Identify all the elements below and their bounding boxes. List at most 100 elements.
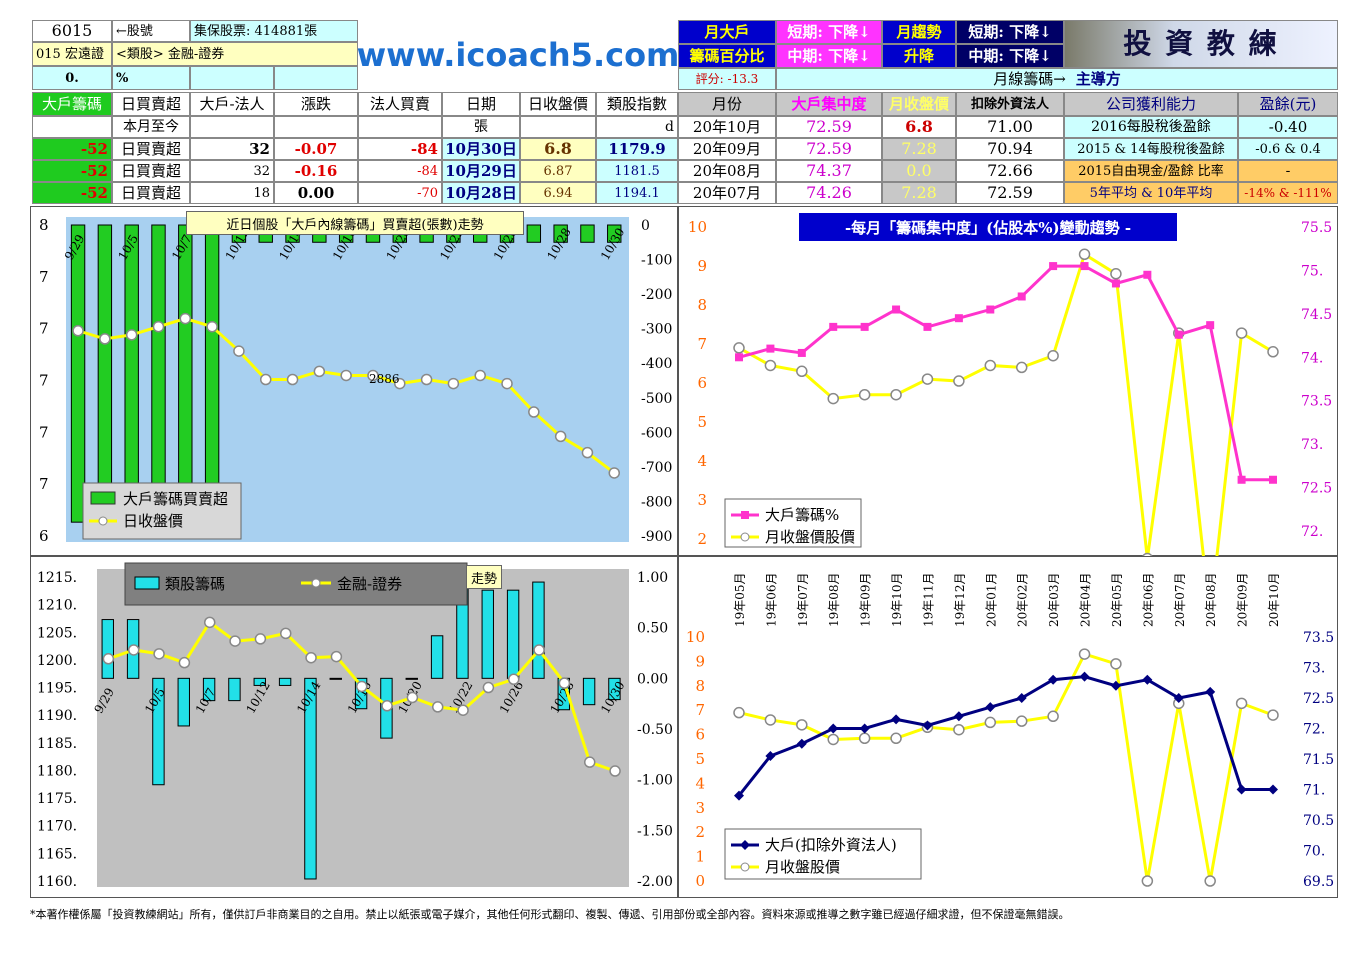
table-row-concentration: 74.26 <box>776 182 882 204</box>
y-tick-label: 8 <box>697 296 707 314</box>
x-tick-label: 20年06月 <box>1141 572 1155 627</box>
sector-chip-chart: 1215. 1210. 1205. 1200. 1195. 1190. 1185. 1180.… <box>37 562 673 890</box>
col-eps: 盈餘(元) <box>1238 92 1338 116</box>
x-tick-label: 19年06月 <box>764 572 778 627</box>
y-tick-label: 1215. <box>37 570 77 586</box>
y2-tick-label: 73.5 <box>1303 630 1334 646</box>
y-tick-label: 1205. <box>37 625 77 641</box>
month-close-point <box>1141 875 1154 887</box>
sector-chip-bar <box>278 677 292 686</box>
y2-tick-label: 72.5 <box>1303 691 1334 707</box>
table-row-month-close: 7.28 <box>882 138 956 160</box>
y-tick-label: 7 <box>39 423 49 441</box>
x-tick-label: 19年07月 <box>796 572 810 627</box>
table-row-close: 6.94 <box>520 182 596 204</box>
unit-label: 張 <box>442 116 520 138</box>
month-close-point <box>764 714 777 726</box>
chart-panel-3: 1215. 1210. 1205. 1200. 1195. 1190. 1185. 1180.… <box>30 556 678 898</box>
mid-term-status: 中期: 下降↓ <box>776 44 882 68</box>
pledge-shares: 集保股票: 414881張 <box>190 20 358 42</box>
blank-cell <box>358 116 442 138</box>
table-row-inst: -70 <box>358 182 442 204</box>
x-tick-label: 20年04月 <box>1079 572 1093 627</box>
close-price-point <box>394 377 406 390</box>
concentration-point <box>1049 262 1058 271</box>
month-close-point <box>1015 361 1028 374</box>
chart-panel-1: 8 7 7 7 7 7 6 0 -100 -200 -300 -400 -500 -600 -700 -800… <box>30 206 678 556</box>
excl-foreign-point <box>1048 674 1059 685</box>
sector-index-point <box>533 644 545 656</box>
table-row-profit-item: 2016每股稅後盈餘 <box>1064 116 1238 138</box>
close-price-point <box>206 320 218 333</box>
table-row-date: 10月29日 <box>442 160 520 182</box>
close-price-point <box>72 325 84 337</box>
table-row-profit-item: 2015 & 14每股稅後盈餘 <box>1064 138 1238 160</box>
chip-bar <box>97 224 113 523</box>
month-close-point <box>1078 648 1091 660</box>
plot-area <box>97 569 629 887</box>
concentration-point <box>1237 475 1246 484</box>
y2-tick-label: 72. <box>1303 722 1325 738</box>
sector-index-point <box>127 644 140 656</box>
y-tick-label: 7 <box>39 268 49 286</box>
month-close-point <box>890 388 902 401</box>
sector-chip-bar <box>608 677 621 701</box>
table-row-chip: -52 <box>32 138 112 160</box>
table-row-excl: 72.66 <box>956 160 1064 182</box>
table-row-change: -0.07 <box>274 138 358 160</box>
month-close-point <box>1047 349 1059 362</box>
blank-cell <box>190 116 274 138</box>
y-tick-label: 7 <box>39 320 49 338</box>
sector-index-point <box>229 635 241 647</box>
concentration-point <box>1269 475 1277 484</box>
sector-chip-bar <box>202 677 216 702</box>
short-term-status-2: 短期: 下降↓ <box>956 20 1064 44</box>
y-tick-label: 1200. <box>37 653 77 669</box>
table-row-profit-item: 5年平均 & 10年平均 <box>1064 182 1238 204</box>
sector-chip-bar <box>228 677 241 702</box>
table-row-type: 日買賣超 <box>112 160 190 182</box>
table-row-diff: 18 <box>190 182 274 204</box>
month-close-point <box>827 392 839 405</box>
stock-code[interactable]: 6015 <box>32 20 112 42</box>
x-tick-label: 19年05月 <box>733 572 747 627</box>
excl-foreign-point <box>734 790 744 801</box>
col-profit: 公司獲利能力 <box>1064 92 1238 116</box>
concentration-point <box>860 322 869 331</box>
sector-chip-bar <box>177 677 190 727</box>
chart-title: -每月「籌碼集中度」(佔股本%)變動趨勢 - <box>799 213 1177 241</box>
d-label: d <box>596 116 678 138</box>
excl-foreign-point <box>1016 693 1027 703</box>
sector-chip-bar <box>253 677 266 686</box>
y2-tick-label: -900 <box>641 529 672 545</box>
excl-foreign-point <box>859 723 870 734</box>
y-tick-label: 10 <box>688 218 707 236</box>
month-close-point <box>953 723 965 736</box>
chart-panel-4: 19年05月 19年06月 19年07月 19年08月 19年09月 19年10月 19年1… <box>678 556 1338 898</box>
legend-label: 類股籌碼 <box>165 575 225 593</box>
sector-chip-bar <box>152 677 165 786</box>
y-tick-label: 3 <box>697 491 707 509</box>
legend-label: 月收盤價股價 <box>765 528 855 546</box>
y-tick-label: 1190. <box>37 708 77 724</box>
zero-value: 0. <box>32 66 112 90</box>
close-price-point <box>367 369 379 382</box>
sector-index-point <box>558 677 571 689</box>
site-link[interactable]: www.icoach5.com <box>358 36 678 74</box>
close-price-point <box>125 329 138 341</box>
sector-chip-bar <box>481 589 494 679</box>
leader-label: 主導方 <box>1075 69 1121 88</box>
excl-foreign-point <box>922 720 933 731</box>
excl-foreign-point <box>765 750 776 761</box>
chip-bar <box>580 224 595 243</box>
legend-label: 大戶籌碼% <box>765 506 839 524</box>
y2-tick-label: 73. <box>1301 437 1323 453</box>
excl-foreign-point <box>1173 693 1184 703</box>
y2-tick-label: 74. <box>1301 350 1323 366</box>
month-close-point <box>733 706 745 719</box>
close-price-point <box>420 373 433 386</box>
concentration-point <box>1174 330 1183 339</box>
month-close-point <box>1204 875 1216 887</box>
x-tick-label: 19年12月 <box>953 572 967 627</box>
month-close-point <box>858 732 871 745</box>
